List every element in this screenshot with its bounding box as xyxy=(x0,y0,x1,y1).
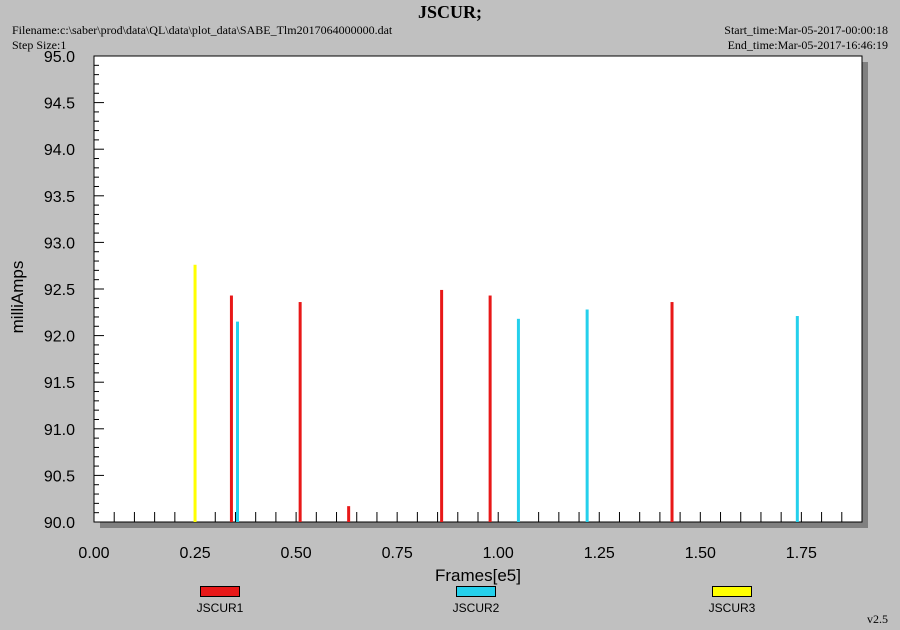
x-tick-label: 1.00 xyxy=(483,545,514,562)
end-time-label: End_time:Mar-05-2017-16:46:19 xyxy=(727,38,888,52)
y-tick-label: 94.5 xyxy=(44,96,75,113)
bar-jscur1 xyxy=(488,295,492,522)
x-tick-label: 1.25 xyxy=(584,545,615,562)
bar-jscur3 xyxy=(193,264,197,522)
legend-item-jscur3: JSCUR3 xyxy=(687,586,777,615)
y-axis-label: milliAmps xyxy=(8,261,27,334)
x-tick-label: 1.75 xyxy=(786,545,817,562)
y-axis: 90.0 90.5 91.0 91.5 92.0 92.5 93.0 93.5 94.0 94.5… xyxy=(44,49,104,532)
x-axis: 0.00 0.25 0.50 0.75 1.00 1.25 1.50 1.75 xyxy=(78,512,863,562)
legend-label-jscur3: JSCUR3 xyxy=(708,601,756,615)
legend-item-jscur2: JSCUR2 xyxy=(431,586,521,615)
y-tick-label: 90.0 xyxy=(44,515,75,532)
y-tick-label: 92.5 xyxy=(44,282,75,299)
x-tick-label: 0.75 xyxy=(382,545,413,562)
bar-jscur1 xyxy=(347,506,351,522)
legend-swatch-jscur2 xyxy=(456,586,496,597)
data-series xyxy=(193,264,799,522)
bar-jscur2 xyxy=(235,321,239,522)
y-tick-label: 93.0 xyxy=(44,235,75,252)
x-axis-label: Frames[e5] xyxy=(435,566,521,585)
y-tick-label: 90.5 xyxy=(44,468,75,485)
bar-jscur1 xyxy=(298,302,302,522)
x-tick-label: 0.00 xyxy=(78,545,109,562)
y-tick-label: 93.5 xyxy=(44,189,75,206)
legend-item-jscur1: JSCUR1 xyxy=(175,586,265,615)
x-tick-label: 0.50 xyxy=(281,545,312,562)
bar-jscur2 xyxy=(516,318,520,522)
bar-jscur1 xyxy=(670,302,674,522)
y-tick-label: 95.0 xyxy=(44,49,75,66)
bar-jscur1 xyxy=(440,289,444,522)
legend-label-jscur1: JSCUR1 xyxy=(196,601,244,615)
bar-jscur2 xyxy=(795,316,799,522)
y-tick-label: 91.5 xyxy=(44,375,75,392)
chart-title: JSCUR; xyxy=(417,2,482,22)
legend-swatch-jscur3 xyxy=(712,586,752,597)
start-time-label: Start_time:Mar-05-2017-00:00:18 xyxy=(724,23,888,37)
filename-label: Filename:c:\saber\prod\data\QL\data\plot… xyxy=(12,23,393,37)
legend-swatch-jscur1 xyxy=(200,586,240,597)
y-tick-label: 91.0 xyxy=(44,422,75,439)
plot-area xyxy=(93,55,863,523)
y-tick-label: 92.0 xyxy=(44,329,75,346)
version-label: v2.5 xyxy=(867,612,888,626)
y-tick-label: 94.0 xyxy=(44,142,75,159)
x-tick-label: 1.50 xyxy=(685,545,716,562)
bar-jscur2 xyxy=(585,309,589,522)
bar-jscur1 xyxy=(229,295,233,522)
x-tick-label: 0.25 xyxy=(179,545,210,562)
legend-label-jscur2: JSCUR2 xyxy=(452,601,500,615)
step-size-label: Step Size:1 xyxy=(12,38,67,52)
